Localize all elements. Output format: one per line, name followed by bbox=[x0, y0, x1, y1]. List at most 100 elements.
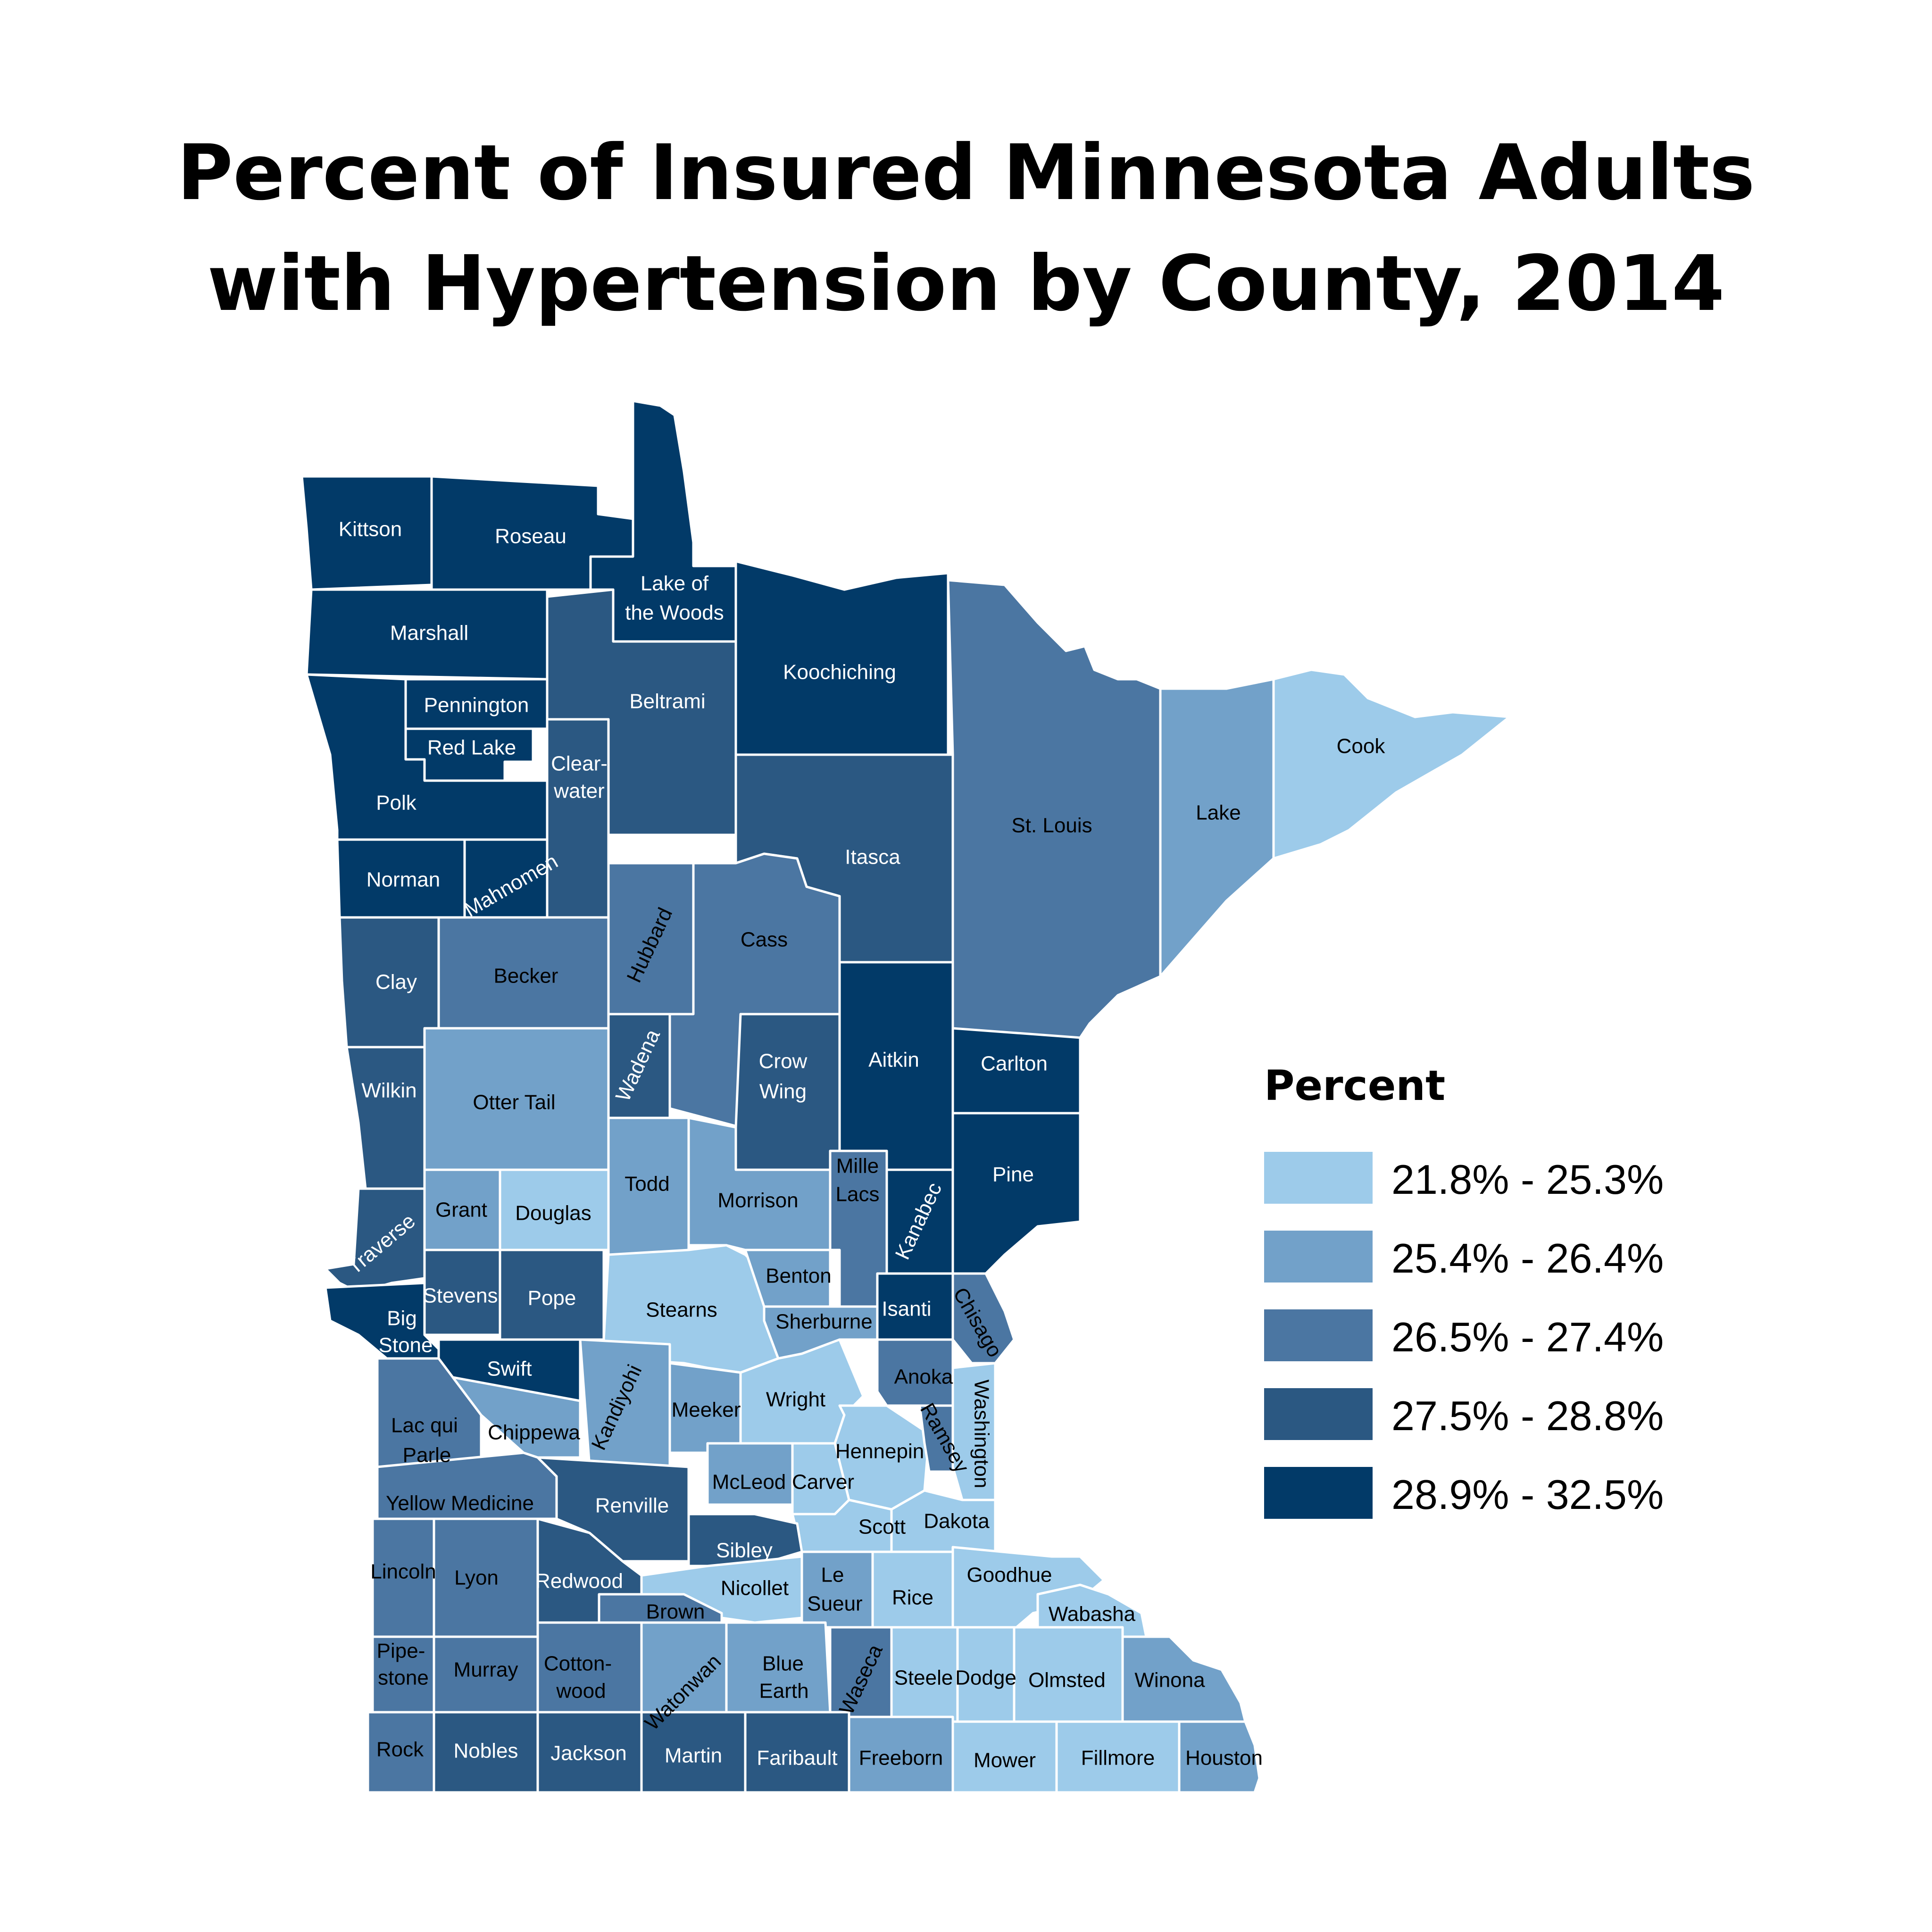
county-lake bbox=[1159, 678, 1275, 978]
county-label: Jackson bbox=[550, 1742, 626, 1765]
legend-swatch bbox=[1264, 1309, 1373, 1361]
county-kittson bbox=[300, 475, 433, 591]
county-label: Clear- bbox=[551, 752, 608, 775]
county-label: Big bbox=[387, 1307, 417, 1330]
county-label: Cook bbox=[1337, 735, 1386, 758]
county-label: Pennington bbox=[424, 694, 529, 717]
county-label: Faribault bbox=[757, 1747, 837, 1770]
county-label: Washington bbox=[970, 1380, 993, 1489]
county-label: Lake bbox=[1196, 801, 1241, 824]
legend-label: 26.5% - 27.4% bbox=[1391, 1314, 1664, 1360]
county-label: Murray bbox=[454, 1658, 518, 1682]
county-label: McLeod bbox=[712, 1471, 786, 1494]
county-label: Swift bbox=[487, 1357, 532, 1381]
county-label: Earth bbox=[759, 1680, 808, 1703]
county-label: Lyon bbox=[454, 1566, 499, 1590]
county-wilkin bbox=[345, 1046, 426, 1190]
county-label: Anoka bbox=[894, 1366, 953, 1389]
county-label: Steele bbox=[894, 1666, 953, 1690]
legend-title: Percent bbox=[1264, 1061, 1446, 1110]
county-label: Parle bbox=[403, 1444, 451, 1467]
county-label: Sueur bbox=[807, 1592, 862, 1616]
county-label: Rock bbox=[376, 1738, 424, 1761]
county-label: Dakota bbox=[924, 1510, 990, 1533]
county-label: Todd bbox=[625, 1173, 669, 1196]
legend-swatch bbox=[1264, 1388, 1373, 1440]
county-label: Polk bbox=[376, 791, 417, 815]
legend-item: 25.4% - 26.4% bbox=[1264, 1231, 1736, 1282]
county-label: Cotton- bbox=[544, 1652, 612, 1675]
county-label: Stevens bbox=[423, 1284, 498, 1307]
county-label: Morrison bbox=[717, 1189, 798, 1212]
county-label: Lac qui bbox=[391, 1414, 458, 1437]
county-label: Winona bbox=[1134, 1669, 1205, 1692]
county-label: Wabasha bbox=[1049, 1603, 1136, 1626]
county-label: Benton bbox=[766, 1265, 831, 1288]
county-pine bbox=[951, 1112, 1082, 1275]
county-label: Meeker bbox=[672, 1399, 741, 1422]
county-label: Itasca bbox=[845, 846, 900, 869]
county-label: Mower bbox=[974, 1749, 1036, 1772]
county-label: Renville bbox=[595, 1494, 669, 1517]
county-label: Fillmore bbox=[1081, 1747, 1155, 1770]
legend-label: 21.8% - 25.3% bbox=[1391, 1156, 1664, 1203]
county-label: Nicollet bbox=[721, 1577, 789, 1600]
county-label: Becker bbox=[494, 965, 558, 988]
county-label: Scott bbox=[858, 1516, 906, 1539]
county-label: Lacs bbox=[836, 1183, 880, 1206]
county-label: Lake of bbox=[641, 572, 709, 595]
map-title-line-1: Percent of Insured Minnesota Adults bbox=[177, 129, 1755, 217]
county-label: Mille bbox=[836, 1155, 879, 1178]
county-label: Cass bbox=[741, 928, 788, 951]
legend-label: 25.4% - 26.4% bbox=[1391, 1235, 1664, 1282]
county-label: Beltrami bbox=[629, 690, 705, 713]
county-label: Freeborn bbox=[859, 1747, 943, 1770]
county-label: Pipe- bbox=[377, 1640, 425, 1663]
county-label: Blue bbox=[762, 1652, 804, 1675]
legend-swatch bbox=[1264, 1152, 1373, 1204]
county-label: Aitkin bbox=[868, 1049, 919, 1072]
county-label: Yellow Medicine bbox=[386, 1492, 534, 1515]
county-label: stone bbox=[378, 1666, 429, 1690]
legend-item: 26.5% - 27.4% bbox=[1264, 1309, 1736, 1361]
legend-item: 21.8% - 25.3% bbox=[1264, 1152, 1736, 1204]
county-label: Marshall bbox=[390, 622, 468, 645]
county-label: Carver bbox=[792, 1471, 854, 1494]
county-label: Isanti bbox=[882, 1298, 931, 1321]
county-chisago bbox=[951, 1272, 1016, 1365]
county-shapes bbox=[300, 400, 1511, 1794]
county-label: Hennepin bbox=[835, 1440, 924, 1463]
legend-swatch bbox=[1264, 1467, 1373, 1519]
county-label: Douglas bbox=[515, 1202, 591, 1225]
map-title-line-2: with Hypertension by County, 2014 bbox=[207, 240, 1725, 328]
county-label: wood bbox=[556, 1680, 606, 1703]
county-label: Nobles bbox=[454, 1740, 518, 1763]
county-koochiching bbox=[734, 560, 949, 756]
county-label: Sibley bbox=[716, 1539, 773, 1562]
legend-label: 28.9% - 32.5% bbox=[1391, 1471, 1664, 1518]
county-clear-water bbox=[546, 718, 610, 919]
map-title: Percent of Insured Minnesota Adults with… bbox=[0, 118, 1932, 340]
county-label: Martin bbox=[665, 1744, 722, 1767]
county-label: Lincoln bbox=[370, 1560, 436, 1583]
county-cook bbox=[1272, 668, 1511, 860]
county-label: Goodhue bbox=[966, 1564, 1052, 1587]
county-label: Chippewa bbox=[488, 1421, 580, 1444]
county-label: the Woods bbox=[625, 601, 724, 625]
county-label: Wing bbox=[759, 1080, 807, 1103]
legend-item: 28.9% - 32.5% bbox=[1264, 1467, 1736, 1519]
county-label: Olmsted bbox=[1028, 1669, 1106, 1692]
county-label: Kittson bbox=[339, 518, 402, 541]
county-label: Red Lake bbox=[427, 736, 516, 759]
legend: Percent 21.8% - 25.3% 25.4% - 26.4% 26.5% … bbox=[1264, 1061, 1736, 1524]
county-label: Norman bbox=[366, 868, 441, 891]
county-houston bbox=[1178, 1720, 1261, 1794]
county-label: Sherburne bbox=[775, 1310, 872, 1333]
county-label: water bbox=[553, 780, 605, 803]
county-label: Stone bbox=[379, 1334, 433, 1357]
county-label: Stearns bbox=[646, 1299, 717, 1322]
county-st-louis bbox=[947, 579, 1162, 1039]
county-label: Clay bbox=[375, 971, 417, 994]
county-label: Dodge bbox=[955, 1666, 1016, 1690]
county-label: Brown bbox=[646, 1600, 705, 1624]
